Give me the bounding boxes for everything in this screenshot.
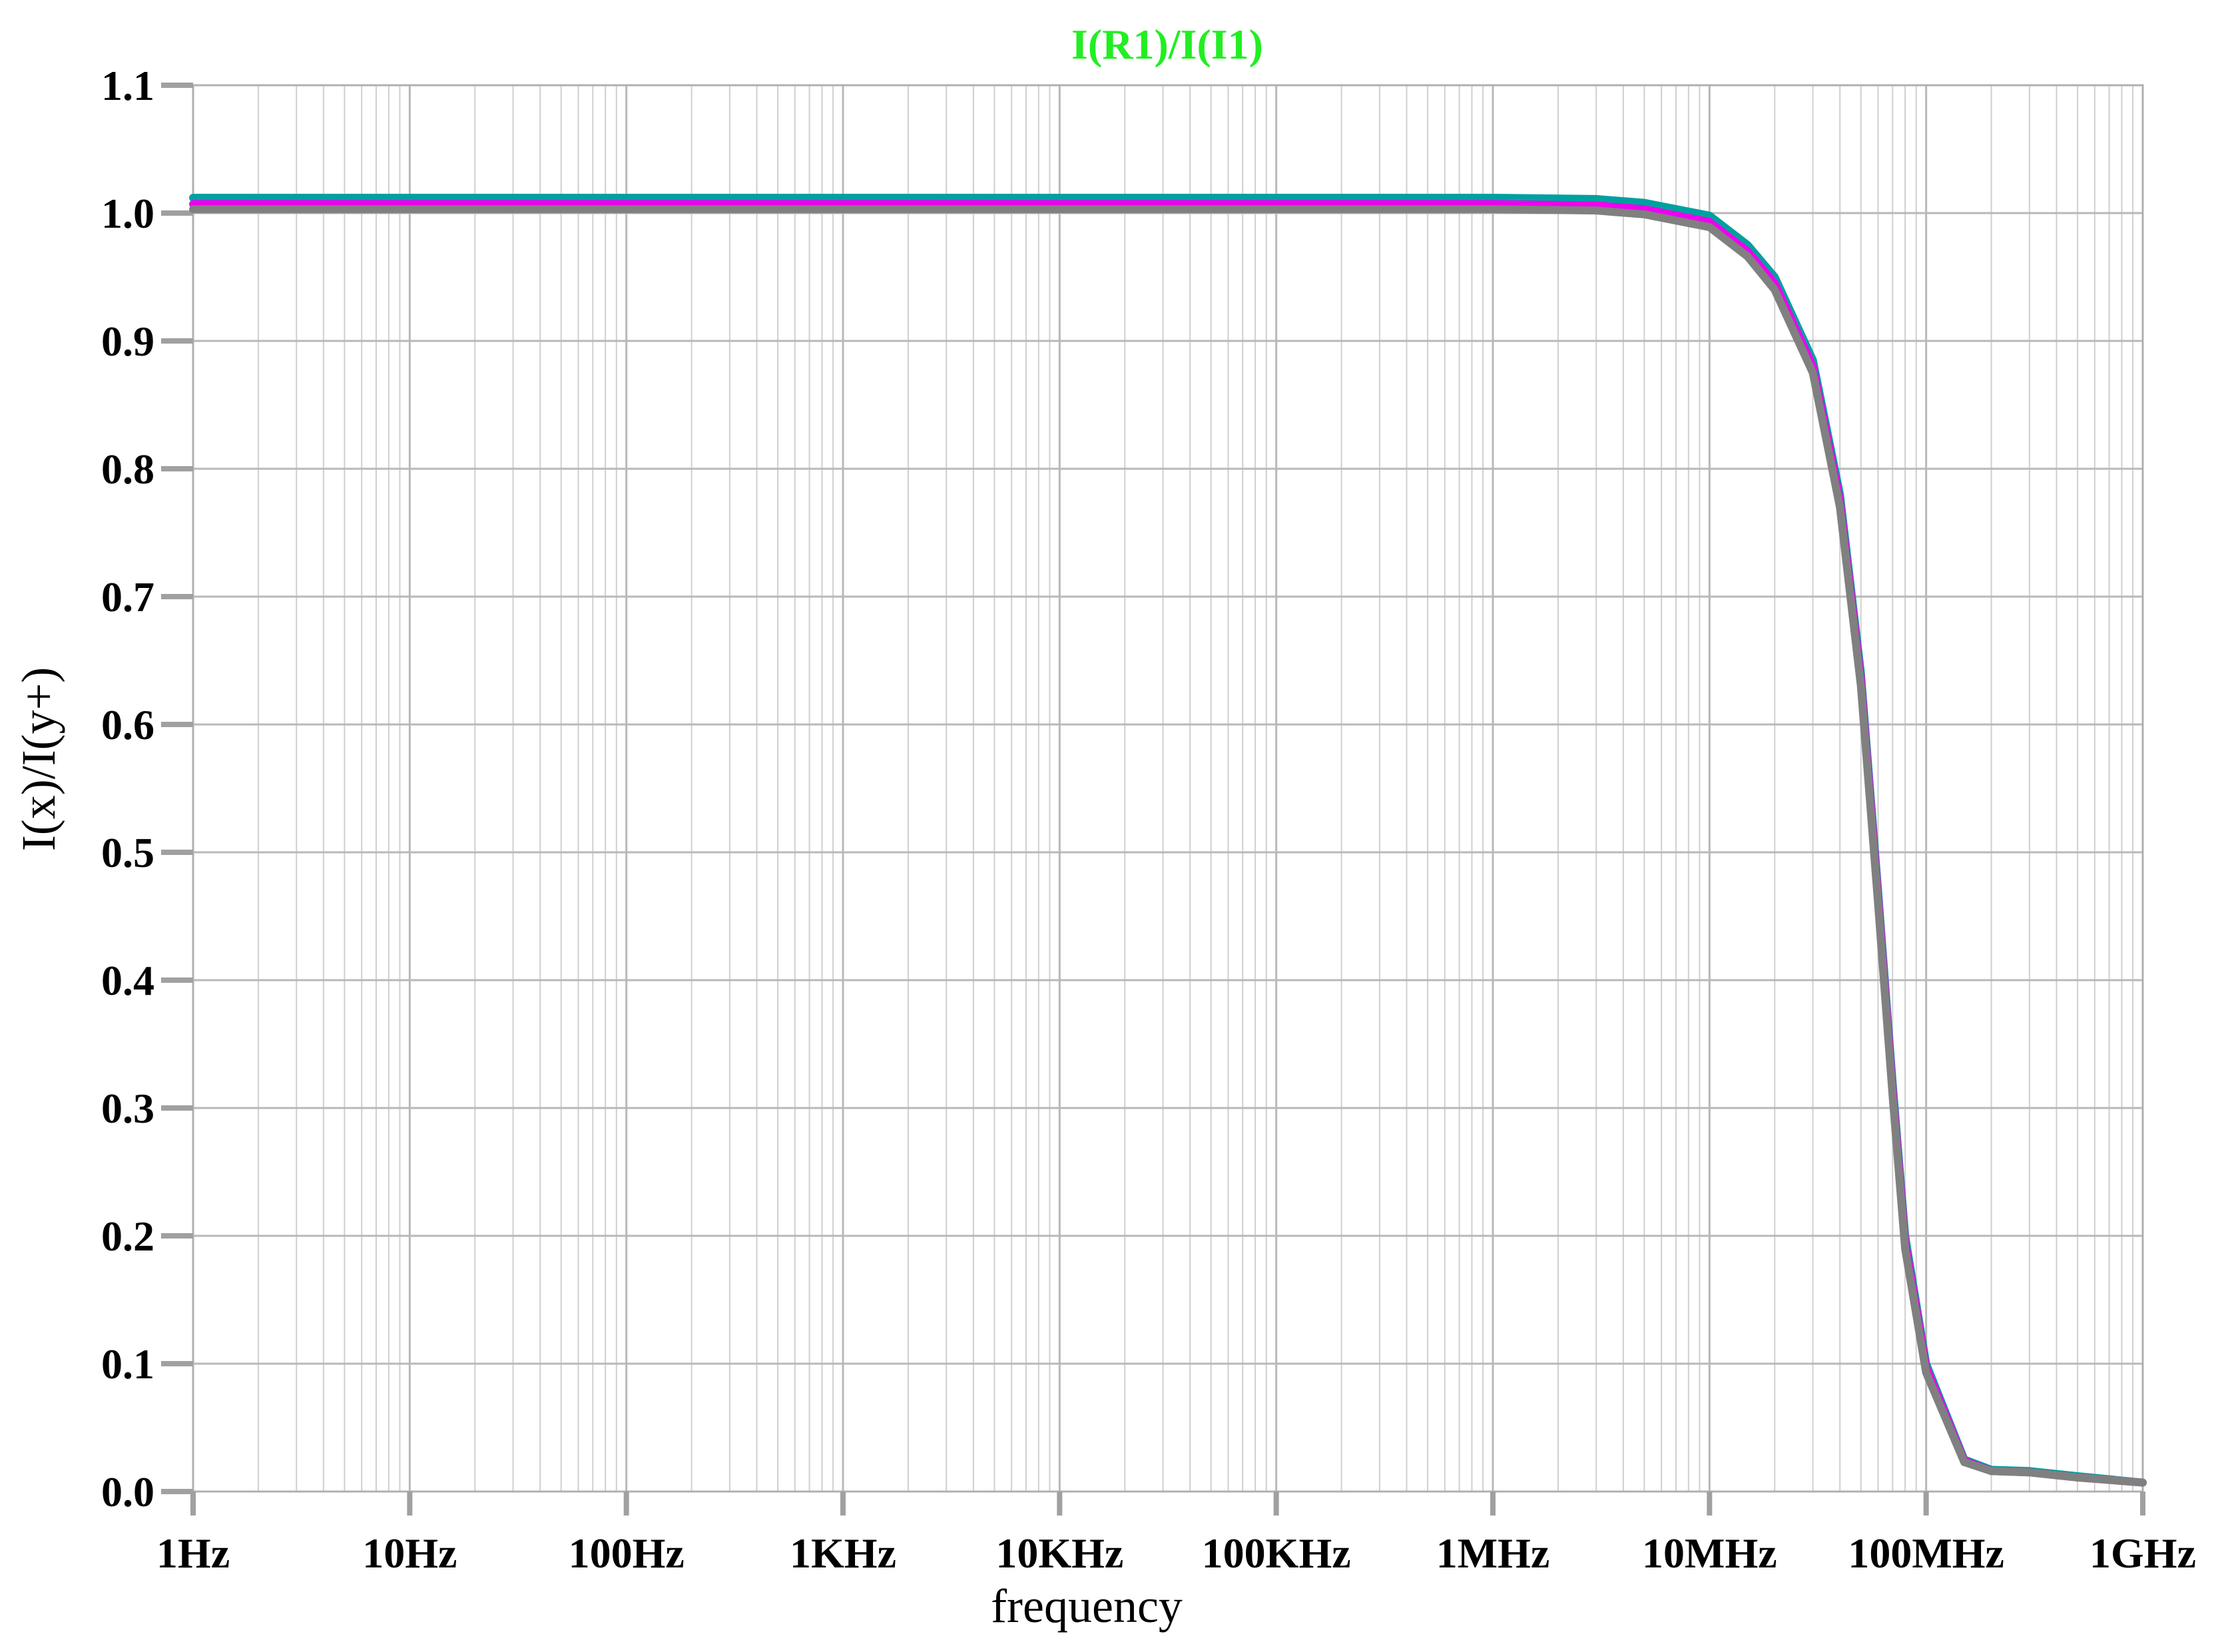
series-line-1 bbox=[189, 193, 2147, 1487]
y-axis-label: I(x)/I(y+) bbox=[12, 667, 65, 851]
x-tick-label: 1KHz bbox=[790, 1529, 896, 1577]
plot-frame bbox=[192, 84, 2144, 1493]
x-tick-label: 100MHz bbox=[1848, 1529, 2004, 1577]
y-tick-label: 0.0 bbox=[101, 1468, 154, 1515]
y-tick-label: 0.7 bbox=[101, 573, 154, 621]
x-tick-label: 10MHz bbox=[1642, 1529, 1777, 1577]
y-tick-label: 0.8 bbox=[101, 445, 154, 493]
major-gridlines bbox=[192, 84, 2144, 1493]
chart-title: I(R1)/I(I1) bbox=[1071, 21, 1263, 68]
y-tick-label: 0.4 bbox=[101, 957, 154, 1004]
x-tick-label: 10KHz bbox=[995, 1529, 1123, 1577]
x-tick-label: 1MHz bbox=[1436, 1529, 1550, 1577]
series-line-2 bbox=[189, 200, 2147, 1487]
y-tick-label: 0.1 bbox=[101, 1340, 154, 1388]
x-tick-label: 10Hz bbox=[362, 1529, 457, 1577]
x-axis-label: frequency bbox=[991, 1579, 1183, 1633]
y-tick-labels: 0.0 0.1 0.2 0.3 0.4 0.5 0.6 0.7 0.8 0.9 1.0 1.1 bbox=[101, 62, 154, 1515]
y-tick-label: 0.3 bbox=[101, 1085, 154, 1132]
y-tick-label: 0.2 bbox=[101, 1213, 154, 1260]
y-tick-label: 1.0 bbox=[101, 190, 154, 237]
x-tick-label: 100KHz bbox=[1202, 1529, 1351, 1577]
x-tick-label: 1Hz bbox=[156, 1529, 230, 1577]
series-line-3 bbox=[189, 205, 2147, 1487]
y-tick-label: 0.9 bbox=[101, 318, 154, 365]
y-tick-label: 0.5 bbox=[101, 829, 154, 876]
x-tick-label: 100Hz bbox=[569, 1529, 685, 1577]
x-tick-label: 1GHz bbox=[2089, 1529, 2196, 1577]
series-layer bbox=[189, 193, 2147, 1487]
y-tick-label: 1.1 bbox=[101, 62, 154, 109]
x-tick-labels: 1Hz 10Hz 100Hz 1KHz 10KHz 100KHz 1MHz 10MHz 100M… bbox=[156, 1529, 2196, 1577]
minor-gridlines bbox=[257, 85, 2134, 1492]
y-tick-marks bbox=[161, 83, 2145, 1515]
y-tick-label: 0.6 bbox=[101, 701, 154, 748]
plot-border bbox=[192, 84, 2144, 1493]
